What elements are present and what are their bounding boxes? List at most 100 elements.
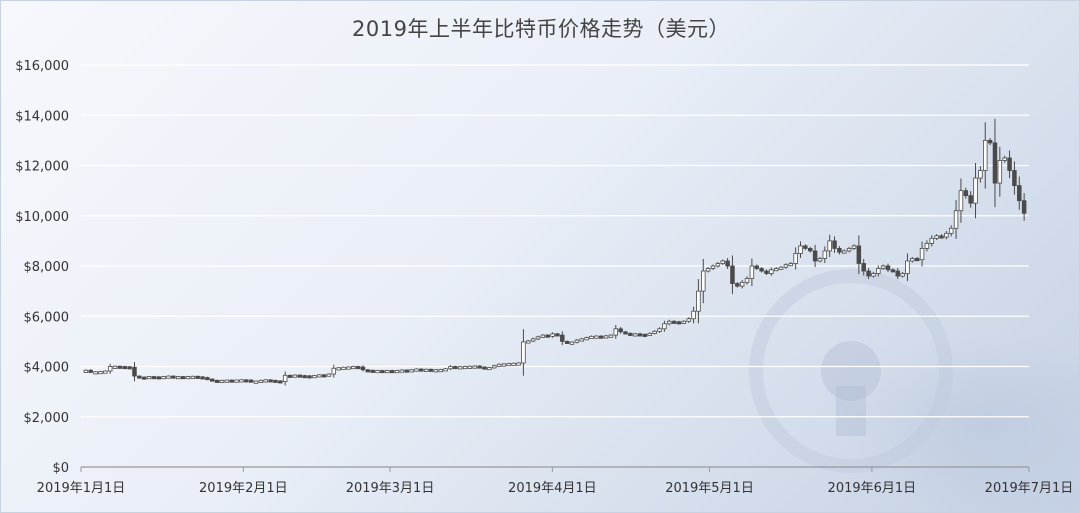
candle-body [103, 370, 108, 374]
candle-body [739, 281, 745, 287]
candle-body [773, 268, 779, 272]
candle-body [876, 268, 881, 274]
candle-body [200, 376, 205, 380]
candle-body [788, 263, 794, 267]
candle-body [934, 235, 939, 239]
candle-body [205, 377, 210, 381]
candle-body [691, 310, 696, 320]
candle-body [978, 170, 983, 179]
candle-body [973, 177, 978, 204]
candle-body [282, 374, 288, 382]
candle-body [365, 369, 371, 373]
candle-body [793, 253, 798, 264]
candle-body [467, 365, 473, 369]
candle-body [438, 369, 444, 373]
candle-body [720, 260, 725, 264]
candle-body [589, 335, 594, 339]
candle-body [560, 334, 565, 342]
candle-body [730, 265, 735, 284]
candle-body [895, 270, 900, 277]
candle-body [987, 139, 993, 144]
candle-body [701, 270, 706, 292]
candle-body [623, 331, 628, 335]
candle-body [448, 366, 453, 370]
candle-body [385, 370, 390, 374]
candle-body [1002, 157, 1007, 161]
candle-body [350, 366, 356, 370]
candle-body [613, 328, 619, 336]
candle-body [671, 320, 677, 324]
candle-body [866, 270, 871, 277]
candle-body [273, 379, 278, 383]
background-lock-decoration [601, 201, 1079, 512]
candle-body [598, 335, 604, 339]
candle-body [778, 266, 784, 270]
candle-body [312, 375, 317, 379]
candle-body [487, 367, 492, 371]
candle-body [229, 379, 234, 383]
candle-body [618, 328, 623, 333]
candle-body [346, 366, 351, 370]
candle-body [161, 376, 166, 380]
y-tick-label: $16,000 [15, 59, 69, 74]
y-tick-label: $0 [52, 461, 69, 476]
candle-body [321, 374, 327, 378]
candle-body [812, 250, 818, 262]
candle-body [603, 335, 609, 339]
y-tick-label: $2,000 [24, 411, 70, 426]
candle-body [112, 365, 118, 369]
candle-body [482, 366, 487, 370]
candle-body [817, 258, 823, 262]
candle-body [511, 362, 516, 366]
candle-body [453, 366, 458, 370]
candle-body [506, 363, 512, 367]
candle-body [963, 190, 969, 197]
candle-body [579, 338, 584, 342]
candle-body [696, 290, 701, 312]
candle-body [856, 245, 862, 264]
candle-body [948, 227, 954, 234]
candle-body [710, 265, 716, 269]
candle-body [914, 258, 920, 262]
candle-body [370, 369, 375, 373]
candle-body [258, 379, 264, 383]
candle-body [93, 371, 98, 375]
candle-body [171, 375, 176, 379]
x-tick-label: 2019年4月1日 [508, 481, 597, 496]
candle-body [443, 368, 448, 372]
candle-body [846, 248, 852, 252]
candle-body [214, 379, 220, 383]
candle-body [409, 369, 414, 373]
candle-body [151, 376, 157, 380]
candle-body [132, 366, 137, 377]
candle-body [783, 264, 789, 268]
candle-body [375, 370, 380, 374]
candle-body [278, 380, 283, 384]
candle-body [584, 337, 589, 341]
candle-body [307, 375, 312, 379]
candle-body [535, 336, 541, 340]
candle-body [540, 334, 546, 338]
x-tick-label: 2019年6月1日 [828, 481, 917, 496]
candle-body [380, 370, 385, 374]
candle-body [210, 378, 215, 382]
candle-body [890, 269, 896, 273]
candle-body [1012, 170, 1017, 186]
y-tick-label: $10,000 [15, 210, 69, 225]
candle-body [1017, 185, 1022, 202]
candle-body [219, 379, 225, 383]
candle-body [744, 278, 750, 283]
candle-body [423, 368, 429, 372]
candle-body [302, 375, 307, 379]
candle-body [905, 260, 910, 274]
x-tick-label: 2019年1月1日 [37, 481, 126, 496]
candle-body [837, 248, 842, 253]
candle-body [647, 332, 653, 336]
candle-body [190, 375, 196, 379]
candle-body [861, 263, 866, 272]
candle-body [803, 245, 808, 249]
candle-body [555, 333, 560, 337]
candle-body [472, 365, 478, 369]
candle-body [550, 333, 555, 337]
candle-body [628, 332, 633, 336]
